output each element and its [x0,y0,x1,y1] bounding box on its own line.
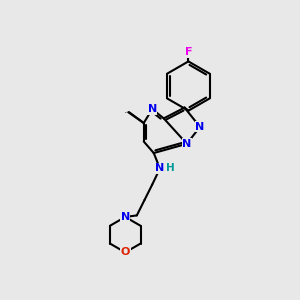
Text: N: N [195,122,205,132]
Text: N: N [148,104,157,114]
Text: H: H [166,164,174,173]
Text: N: N [121,212,130,222]
Text: F: F [185,47,192,57]
Text: O: O [121,248,130,257]
Text: N: N [182,139,191,149]
Text: methyl: methyl [125,112,130,113]
Text: N: N [155,164,164,173]
